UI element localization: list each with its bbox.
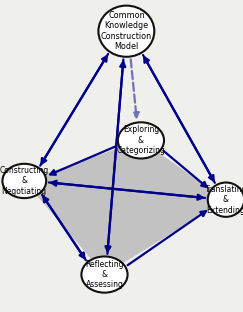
Text: Reflecting
&
Assessing: Reflecting & Assessing (85, 260, 124, 290)
Text: Exploring
&
Categorizing: Exploring & Categorizing (116, 125, 165, 155)
Text: Translating
&
Extending: Translating & Extending (205, 185, 243, 215)
Text: Constructing
&
Negotiating: Constructing & Negotiating (0, 166, 49, 196)
Ellipse shape (81, 256, 128, 293)
Ellipse shape (118, 122, 164, 158)
Ellipse shape (208, 183, 243, 217)
Text: Common
Knowledge
Construction
Model: Common Knowledge Construction Model (101, 11, 152, 51)
Ellipse shape (98, 6, 154, 57)
Ellipse shape (2, 164, 46, 198)
Polygon shape (24, 140, 226, 275)
